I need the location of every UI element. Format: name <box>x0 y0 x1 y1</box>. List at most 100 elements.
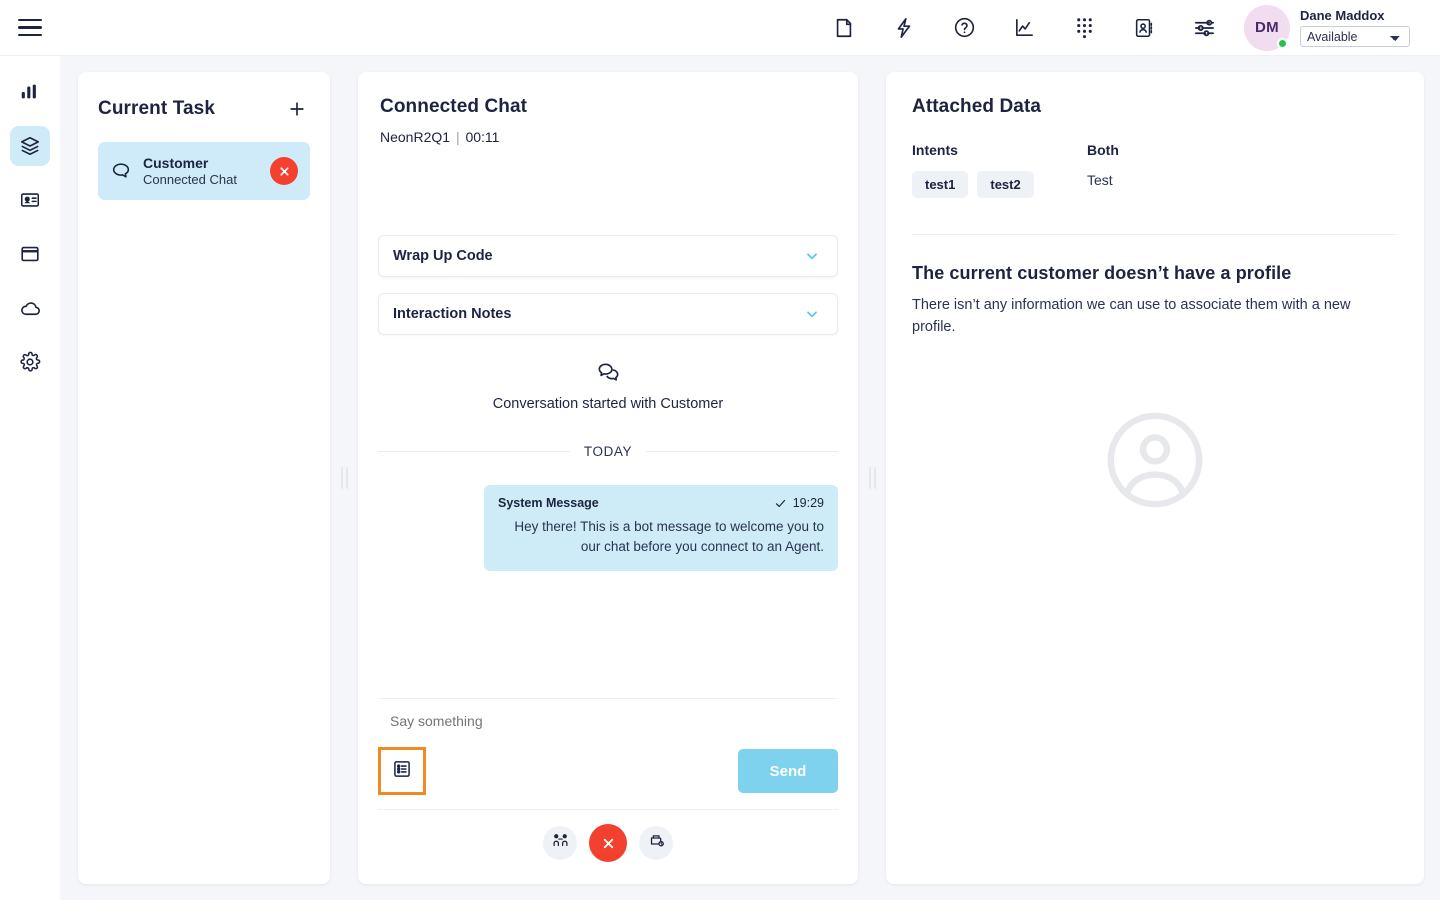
canned-response-list-icon <box>392 759 412 784</box>
cloud-icon <box>19 297 42 320</box>
chat-bubbles-icon <box>358 359 858 386</box>
current-task-header: Current Task <box>98 96 310 122</box>
day-divider: TODAY <box>378 444 839 459</box>
chat-sub-separator: | <box>455 129 460 145</box>
attached-data-panel: Attached Data Intents test1 test2 Both T… <box>886 72 1424 884</box>
contacts-icon[interactable] <box>1124 8 1164 48</box>
attached-data-fields: Intents test1 test2 Both Test <box>912 142 1398 198</box>
consult-button[interactable] <box>639 826 673 860</box>
sidebar-item-cloud[interactable] <box>10 288 50 328</box>
message-composer: Send <box>378 698 838 809</box>
analytics-icon[interactable] <box>1004 8 1044 48</box>
no-profile-title: The current customer doesn’t have a prof… <box>912 263 1292 283</box>
day-divider-label: TODAY <box>583 444 633 459</box>
task-item-subtitle: Connected Chat <box>143 172 237 187</box>
no-profile-body: There isn’t any information we can use t… <box>912 297 1351 336</box>
presence-status-dot <box>1277 37 1288 49</box>
task-item-text: Customer Connected Chat <box>143 155 259 187</box>
hamburger-menu-button[interactable] <box>0 0 60 56</box>
task-close-button[interactable] <box>270 157 298 185</box>
header-icon-group <box>824 8 1230 48</box>
help-icon[interactable] <box>944 8 984 48</box>
conversation-started-text: Conversation started with Customer <box>492 396 724 412</box>
interaction-control-bar <box>378 809 838 884</box>
user-name: Dane Maddox <box>1300 8 1385 23</box>
drag-grip-icon <box>340 467 348 489</box>
sidebar-item-settings[interactable] <box>10 342 50 382</box>
person-placeholder-icon <box>912 407 1398 513</box>
message-time: 19:29 <box>792 496 824 510</box>
message-header: System Message 19:29 <box>498 496 824 510</box>
user-account-area[interactable]: DM Dane Maddox Available <box>1230 4 1440 51</box>
connected-chat-panel: Connected Chat NeonR2Q1 | 00:11 Wrap Up … <box>358 72 858 884</box>
attached-data-field-intents: Intents test1 test2 <box>912 142 1087 198</box>
note-icon[interactable] <box>824 8 864 48</box>
add-task-button[interactable] <box>284 96 310 122</box>
contact-card-icon <box>19 189 41 211</box>
preferences-icon[interactable] <box>1184 8 1224 48</box>
transfer-people-icon <box>552 832 569 854</box>
tag-chip[interactable]: test1 <box>912 171 969 198</box>
message-body: Hey there! This is a bot message to welc… <box>514 519 824 555</box>
section-divider <box>912 234 1398 235</box>
wrap-up-code-accordion[interactable]: Wrap Up Code <box>378 235 838 277</box>
message-input[interactable] <box>378 713 838 733</box>
canned-responses-button[interactable] <box>378 747 426 795</box>
message-list: System Message 19:29 Hey there! This is … <box>358 459 858 698</box>
gear-icon <box>19 351 41 373</box>
current-task-panel: Current Task Customer Connected Chat <box>78 72 330 884</box>
workspace: Current Task Customer Connected Chat <box>60 56 1440 900</box>
sidebar-item-analytics[interactable] <box>10 72 50 112</box>
task-item-customer[interactable]: Customer Connected Chat <box>98 142 310 200</box>
field-value: Test <box>1087 172 1113 188</box>
attached-data-title: Attached Data <box>912 96 1042 117</box>
plus-icon <box>290 102 304 116</box>
tag-chip[interactable]: test2 <box>977 171 1034 198</box>
lightning-icon[interactable] <box>884 8 924 48</box>
bar-chart-icon <box>19 81 41 103</box>
sidebar-item-workspace[interactable] <box>10 126 50 166</box>
task-item-name: Customer <box>143 155 209 171</box>
close-icon <box>603 838 613 848</box>
field-key: Both <box>1087 142 1119 158</box>
layers-icon <box>19 135 41 157</box>
left-nav-rail <box>0 56 60 900</box>
chevron-down-icon[interactable] <box>799 243 825 269</box>
hamburger-icon <box>18 18 42 37</box>
chat-bubble-icon <box>110 160 132 182</box>
sidebar-item-windows[interactable] <box>10 234 50 274</box>
chat-header: Connected Chat NeonR2Q1 | 00:11 <box>358 72 858 235</box>
send-button[interactable]: Send <box>738 749 838 793</box>
chat-queue-name: NeonR2Q1 <box>380 129 451 145</box>
close-icon <box>279 166 289 176</box>
interaction-notes-label: Interaction Notes <box>393 306 512 322</box>
field-key: Intents <box>912 142 958 158</box>
drag-grip-icon <box>868 467 876 489</box>
top-header-bar: DM Dane Maddox Available <box>0 0 1440 56</box>
dialpad-icon[interactable] <box>1064 8 1104 48</box>
presence-status-select[interactable]: Available <box>1300 26 1410 47</box>
message-meta: 19:29 <box>774 496 824 510</box>
message-sender: System Message <box>498 496 599 510</box>
avatar[interactable]: DM <box>1244 4 1290 51</box>
end-interaction-button[interactable] <box>589 824 627 862</box>
sidebar-item-contacts[interactable] <box>10 180 50 220</box>
page-title: Current Task <box>98 98 215 119</box>
chat-header-gap <box>380 145 836 235</box>
chat-title: Connected Chat <box>380 96 528 117</box>
message-bubble-system: System Message 19:29 Hey there! This is … <box>484 485 838 571</box>
check-icon <box>775 499 785 507</box>
consult-printer-icon <box>648 832 665 854</box>
transfer-button[interactable] <box>543 826 577 860</box>
panel-resize-handle-left[interactable] <box>330 72 358 884</box>
chat-subheader: NeonR2Q1 | 00:11 <box>380 129 836 145</box>
attached-data-field-both: Both Test <box>1087 142 1262 198</box>
panel-resize-handle-right[interactable] <box>858 72 886 884</box>
divider-line-right <box>646 451 839 452</box>
chat-accordion-group: Wrap Up Code Interaction Notes <box>378 235 838 351</box>
chevron-down-icon[interactable] <box>799 301 825 327</box>
window-icon <box>19 243 41 265</box>
divider-line-left <box>378 451 570 452</box>
chat-duration: 00:11 <box>465 129 500 145</box>
interaction-notes-accordion[interactable]: Interaction Notes <box>378 293 838 335</box>
